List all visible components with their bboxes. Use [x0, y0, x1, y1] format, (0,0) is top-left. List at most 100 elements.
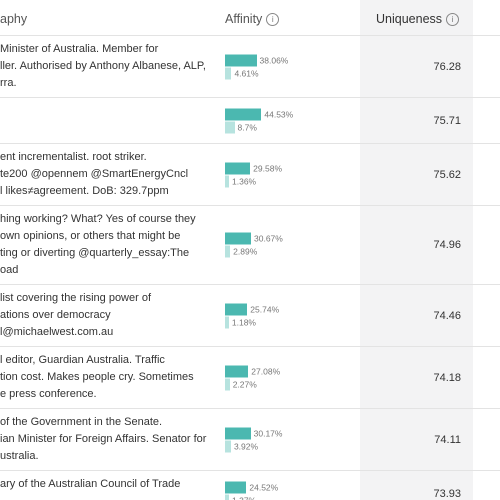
uniqueness-value: 73.93 — [433, 487, 461, 500]
affinity-bar — [225, 121, 235, 133]
affinity-label: 38.06% — [259, 55, 289, 65]
affinity-bar-row: 2.89% — [225, 245, 355, 258]
affinity-bar — [225, 162, 251, 174]
affinity-label: 2.89% — [233, 246, 258, 257]
affinity-bar — [225, 303, 248, 315]
affinity: 30.17% 3.92% — [225, 426, 355, 453]
bio-line: l@michaelwest.com.au — [0, 326, 114, 338]
table-row[interactable]: Minister of Australia. Member for ller. A… — [0, 36, 500, 98]
affinity-bar-row: 24.52% — [225, 481, 355, 493]
table-row[interactable]: ent incrementalist. root striker. te200 @… — [0, 144, 500, 206]
affinity-bar — [225, 175, 230, 187]
affinity-label: 25.74% — [250, 304, 280, 314]
affinity: 30.67% 2.89% — [225, 232, 355, 259]
affinity-bar-row: 1.36% — [225, 175, 355, 187]
uniqueness-value: 75.71 — [433, 114, 461, 127]
bio-line: hing working? What? Yes of course they — [0, 213, 196, 225]
affinity-bar-row: 27.08% — [225, 365, 355, 377]
affinity-bar — [225, 232, 251, 245]
affinity-bar — [225, 427, 251, 439]
uniqueness-value: 74.96 — [433, 239, 461, 251]
bio-line: ent incrementalist. root striker. — [0, 151, 147, 163]
affinity-label: 3.92% — [233, 441, 259, 451]
bio-line: list covering the rising power of — [0, 292, 152, 304]
affinity-bar — [225, 440, 231, 452]
affinity-bar-row: 38.06% — [225, 54, 355, 66]
biography: hing working? What? Yes of course they ow… — [0, 211, 222, 279]
biography: of the Government in the Senate. ian Mini… — [0, 414, 222, 465]
biography: ent incrementalist. root striker. te200 @… — [0, 149, 222, 200]
bio-line: ller. Authorised by Anthony Albanese, AL… — [0, 60, 206, 72]
table-row[interactable]: hing working? What? Yes of course they ow… — [0, 206, 500, 285]
affinity: 38.06% 4.61% — [225, 53, 355, 80]
table-row[interactable]: of the Government in the Senate. ian Mini… — [0, 409, 500, 471]
affinity-bar — [225, 365, 249, 377]
affinity-label: 30.17% — [253, 428, 283, 438]
affinity-bar-row: 3.92% — [225, 440, 355, 452]
uniqueness-value: 76.28 — [433, 60, 461, 73]
bio-line: of the Government in the Senate. — [0, 416, 163, 428]
uniqueness-value: 74.18 — [433, 371, 461, 384]
biography: ary of the Australian Council of Trade — [0, 476, 222, 493]
info-icon[interactable]: i — [266, 13, 280, 26]
affinity-bar-row: 29.58% — [225, 162, 355, 174]
table-header: aphy Affinity i Uniqueness i — [0, 0, 500, 36]
table-row[interactable]: ary of the Australian Council of Trade 24… — [0, 471, 500, 500]
table-row[interactable]: list covering the rising power of ations … — [0, 285, 500, 347]
header-biography[interactable]: aphy — [0, 12, 28, 26]
bio-line: own opinions, or others that might be — [0, 230, 181, 242]
affinity-bar — [225, 378, 230, 390]
bio-line: ary of the Australian Council of Trade — [0, 478, 181, 490]
bio-line: rra. — [0, 77, 17, 89]
affinity-bar-row: 1.18% — [225, 316, 355, 328]
affinity-bar-row: 30.67% — [225, 232, 355, 245]
header-uniqueness[interactable]: Uniqueness i — [376, 12, 460, 26]
bio-line: te200 @opennem @SmartEnergyCncl — [0, 168, 189, 180]
table-body: Minister of Australia. Member for ller. A… — [0, 36, 500, 500]
affinity-bar — [225, 481, 247, 493]
affinity-bar — [225, 67, 232, 79]
affinity-bar — [225, 494, 230, 500]
affinity-bar-row: 8.7% — [225, 121, 355, 133]
affinity-label: 1.36% — [232, 176, 257, 186]
uniqueness-value: 74.11 — [434, 433, 461, 446]
affinity-bar — [225, 245, 231, 258]
header-affinity[interactable]: Affinity i — [225, 12, 280, 26]
bio-line: l editor, Guardian Australia. Traffic — [0, 354, 165, 366]
column-shade — [360, 0, 473, 500]
affinity: 44.53% 8.7% — [225, 107, 355, 134]
bio-line: l likes≠agreement. DoB: 329.7ppm — [0, 185, 169, 197]
affinity-bar — [225, 54, 257, 66]
bio-line: ian Minister for Foreign Affairs. Senato… — [0, 433, 207, 445]
affinity-label: 30.67% — [254, 233, 283, 244]
bio-line: oad — [0, 264, 19, 276]
affinity-bar-row: 30.17% — [225, 427, 355, 439]
bio-line: ustralia. — [0, 450, 39, 462]
header-uniqueness-text: Uniqueness — [376, 12, 443, 26]
bio-line: ations over democracy — [0, 309, 111, 321]
affinity-label: 4.61% — [234, 68, 259, 78]
uniqueness-value: 75.62 — [433, 168, 461, 181]
affinity-label: 27.08% — [251, 366, 281, 376]
bio-line: Minister of Australia. Member for — [0, 43, 159, 55]
bio-line: tion cost. Makes people cry. Sometimes — [0, 371, 194, 383]
affinity-label: 2.27% — [232, 379, 257, 389]
biography: list covering the rising power of ations … — [0, 290, 222, 341]
bio-line: ting or diverting @quarterly_essay:The — [0, 247, 190, 259]
bio-line: e press conference. — [0, 388, 97, 400]
table-row[interactable]: 44.53% 8.7% 75.71 — [0, 98, 500, 144]
affinity-bar — [225, 316, 229, 328]
affinity: 27.08% 2.27% — [225, 364, 355, 391]
affinity-bar-row: 44.53% — [225, 108, 355, 120]
affinity: 25.74% 1.18% — [225, 302, 355, 329]
affinity-bar — [225, 108, 262, 120]
affinity-label: 8.7% — [237, 122, 257, 132]
affinity-bar-row: 1.37% — [225, 494, 355, 500]
affinity-label: 29.58% — [253, 163, 283, 173]
header-affinity-text: Affinity — [225, 12, 263, 26]
table-row[interactable]: l editor, Guardian Australia. Traffic tio… — [0, 347, 500, 409]
affinity: 24.52% 1.37% — [225, 480, 355, 500]
info-icon[interactable]: i — [446, 13, 460, 26]
uniqueness-value: 74.46 — [433, 309, 461, 322]
